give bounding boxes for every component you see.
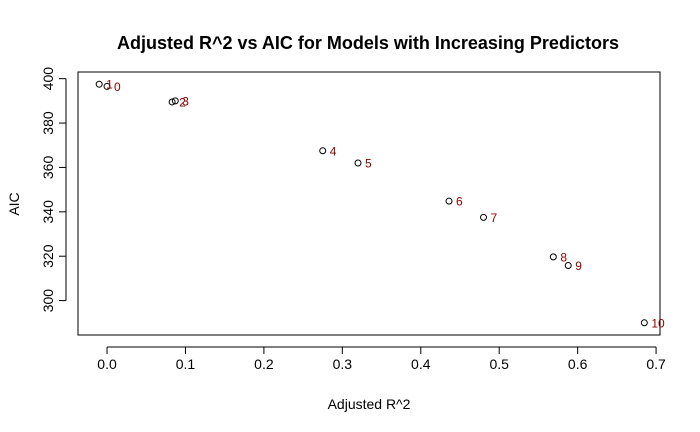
plot-frame xyxy=(77,71,661,336)
y-tick-label: 400 xyxy=(40,67,56,91)
x-tick-label: 0.0 xyxy=(97,356,117,372)
x-axis: 0.0 0.1 0.2 0.3 0.4 0.5 0.6 0.7 xyxy=(97,346,666,372)
x-tick-label: 0.1 xyxy=(176,356,196,372)
x-tick-label: 0.6 xyxy=(568,356,588,372)
y-tick-label: 340 xyxy=(40,200,56,224)
data-point xyxy=(95,80,103,88)
point-label: 1 xyxy=(106,78,113,92)
data-point xyxy=(319,147,327,155)
data-point xyxy=(171,97,179,105)
y-axis-label: AIC xyxy=(6,192,22,215)
data-points xyxy=(95,80,648,327)
data-point xyxy=(480,213,488,221)
data-point xyxy=(564,262,572,270)
x-tick-label: 0.2 xyxy=(254,356,274,372)
data-point xyxy=(168,98,176,106)
point-label: 2 xyxy=(179,95,186,109)
data-point xyxy=(103,82,111,90)
x-tick-label: 0.7 xyxy=(646,356,666,372)
point-label: 8 xyxy=(560,250,567,264)
point-label: 7 xyxy=(491,211,498,225)
point-label: 9 xyxy=(575,259,582,273)
data-point xyxy=(640,319,648,327)
y-tick-label: 380 xyxy=(40,111,56,135)
chart-title: Adjusted R^2 vs AIC for Models with Incr… xyxy=(117,33,619,53)
point-label: 10 xyxy=(651,316,665,330)
y-tick-label: 320 xyxy=(40,244,56,268)
x-tick-label: 0.3 xyxy=(333,356,353,372)
x-tick-label: 0.5 xyxy=(489,356,509,372)
data-point xyxy=(354,159,362,167)
y-axis: 300 320 340 360 380 400 xyxy=(40,67,67,313)
point-label: 6 xyxy=(456,195,463,209)
data-point xyxy=(549,253,557,261)
x-axis-label: Adjusted R^2 xyxy=(328,396,411,412)
point-labels: 1 0 23 4 5 6 7 89 10 xyxy=(106,78,665,331)
y-tick-label: 360 xyxy=(40,156,56,180)
x-tick-label: 0.4 xyxy=(411,356,431,372)
point-label: 5 xyxy=(365,156,372,170)
data-point xyxy=(445,197,453,205)
y-tick-label: 300 xyxy=(40,289,56,313)
point-label: 3 xyxy=(182,94,189,108)
point-label: 4 xyxy=(330,144,337,158)
point-label: 0 xyxy=(114,80,121,94)
